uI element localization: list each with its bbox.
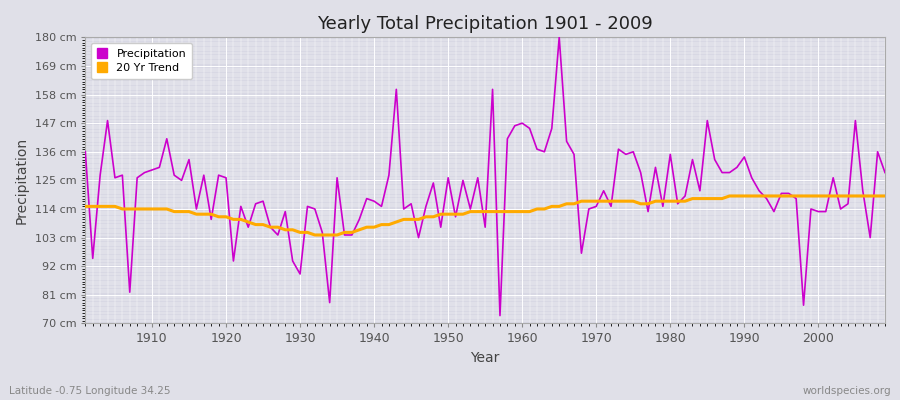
- Title: Yearly Total Precipitation 1901 - 2009: Yearly Total Precipitation 1901 - 2009: [318, 15, 653, 33]
- Text: Latitude -0.75 Longitude 34.25: Latitude -0.75 Longitude 34.25: [9, 386, 170, 396]
- Legend: Precipitation, 20 Yr Trend: Precipitation, 20 Yr Trend: [91, 43, 192, 79]
- X-axis label: Year: Year: [471, 351, 500, 365]
- Y-axis label: Precipitation: Precipitation: [15, 137, 29, 224]
- Text: worldspecies.org: worldspecies.org: [803, 386, 891, 396]
